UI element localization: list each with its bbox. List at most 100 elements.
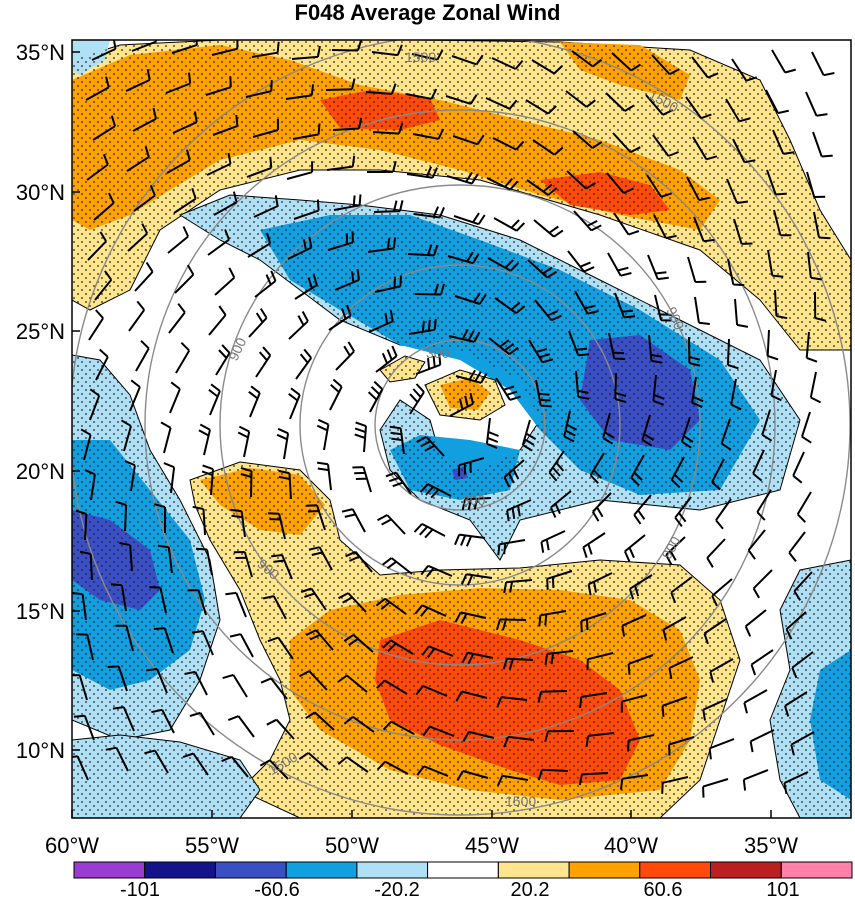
wind-barb	[338, 592, 367, 613]
wind-barb	[72, 591, 87, 621]
wind-barb	[544, 730, 575, 743]
wind-barb	[807, 251, 822, 281]
wind-barb	[255, 346, 272, 378]
wind-barb	[126, 146, 150, 172]
wind-barb	[84, 468, 96, 501]
wind-barb	[447, 251, 480, 265]
wind-barb	[149, 586, 167, 614]
wind-barb	[749, 729, 775, 753]
lat-label: 10°N	[16, 738, 65, 763]
wind-barb	[415, 684, 448, 697]
wind-barb	[293, 199, 320, 220]
wind-barb	[703, 618, 727, 645]
wind-barb	[411, 49, 444, 61]
wind-barb	[770, 369, 782, 402]
wind-barb	[620, 694, 648, 713]
lat-label: 35°N	[16, 40, 65, 65]
wind-barb	[454, 292, 487, 305]
wind-barb	[633, 494, 652, 525]
wind-barb	[225, 591, 247, 618]
wind-barb	[146, 668, 168, 694]
wind-barb	[215, 344, 231, 376]
wind-barb	[376, 760, 409, 775]
wind-barb	[654, 294, 673, 322]
wind-barb	[329, 378, 343, 411]
wind-barb	[412, 128, 445, 140]
wind-barb	[806, 171, 826, 198]
wind-barb	[248, 385, 261, 418]
wind-barb	[229, 633, 254, 658]
wind-barb	[665, 536, 686, 566]
wind-barb	[421, 645, 454, 658]
wind-barb	[305, 629, 334, 651]
wind-barb	[416, 436, 445, 457]
wind-barb	[157, 544, 173, 574]
wind-barb	[291, 45, 321, 60]
wind-barb	[233, 551, 253, 578]
wind-barb	[354, 421, 367, 453]
wind-barb	[120, 419, 132, 452]
wind-barb	[245, 80, 273, 98]
wind-barb	[144, 749, 169, 774]
wind-barb	[605, 92, 635, 112]
wind-barb	[446, 171, 479, 185]
wind-barb	[495, 377, 521, 401]
colorbar-label: 101	[766, 879, 799, 900]
wind-barb	[175, 341, 191, 374]
wind-barb	[630, 454, 645, 487]
wind-barb	[521, 419, 537, 452]
wind-barb	[445, 94, 478, 105]
wind-barb	[582, 532, 606, 559]
lat-label: 30°N	[16, 180, 65, 205]
wind-barb	[742, 769, 769, 791]
wind-barb	[94, 270, 113, 301]
wind-barb	[702, 778, 729, 798]
wind-barb	[271, 554, 293, 580]
wind-barb	[295, 348, 313, 380]
isoline-label: 1500	[405, 49, 436, 65]
wind-barb	[367, 237, 397, 253]
wind-barb	[572, 130, 603, 149]
wind-barb	[124, 459, 136, 492]
wind-barb	[532, 139, 564, 156]
wind-barb	[485, 417, 499, 449]
wind-barb	[586, 652, 614, 671]
wind-barb	[670, 576, 693, 604]
wind-barb	[496, 774, 529, 787]
colorbar-box	[568, 861, 641, 879]
wind-barb	[620, 774, 649, 790]
wind-barb	[647, 254, 669, 281]
wind-barb	[747, 529, 766, 560]
wind-barb	[173, 187, 197, 214]
wind-barb	[416, 765, 449, 777]
wind-barb	[406, 166, 439, 179]
wind-barb	[568, 330, 590, 357]
wind-barb	[115, 500, 128, 532]
wind-barb	[652, 374, 665, 406]
wind-barb	[129, 379, 141, 412]
wind-barb	[377, 514, 406, 535]
wind-barb	[326, 155, 356, 171]
wind-barb	[652, 134, 679, 157]
wind-barb	[461, 497, 492, 511]
wind-barb	[526, 179, 558, 196]
wind-barb	[267, 636, 294, 660]
wind-barb	[578, 772, 609, 786]
wind-barb	[80, 428, 92, 461]
wind-barb	[531, 59, 563, 75]
wind-barb	[488, 337, 519, 355]
wind-barb	[205, 76, 232, 96]
wind-barb	[91, 40, 117, 61]
wind-barb	[213, 191, 238, 216]
wind-barb	[613, 212, 640, 236]
wind-barb	[337, 756, 369, 773]
colorbar-box	[356, 861, 429, 879]
wind-barb	[811, 51, 835, 77]
wind-barb	[752, 569, 773, 599]
wind-barb	[785, 611, 807, 640]
wind-barb	[246, 156, 273, 178]
wind-barb	[171, 40, 198, 54]
wind-barb	[496, 696, 528, 708]
wind-barb	[607, 252, 632, 277]
wind-barb	[413, 206, 445, 219]
